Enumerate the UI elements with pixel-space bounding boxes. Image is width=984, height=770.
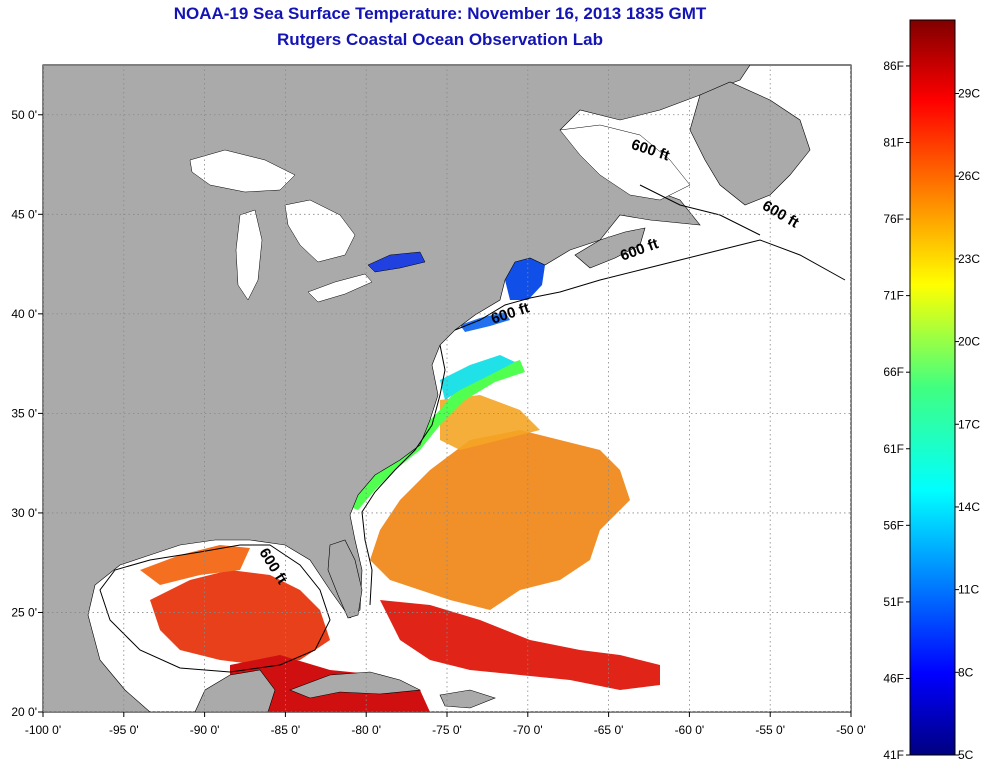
land-florida-peninsula bbox=[327, 539, 363, 619]
lon-tick-label: -95 0' bbox=[109, 723, 139, 737]
lake-huron bbox=[284, 199, 356, 263]
isobath-600ft bbox=[99, 184, 846, 673]
lat-tick-label: 40 0' bbox=[11, 307, 37, 321]
map-title: NOAA-19 Sea Surface Temperature: Novembe… bbox=[173, 4, 707, 23]
lon-tick-label: -60 0' bbox=[675, 723, 705, 737]
lat-tick-label: 35 0' bbox=[11, 406, 37, 420]
land-hispaniola bbox=[439, 689, 496, 709]
colorbar-f-label: 86F bbox=[883, 59, 904, 73]
land-cuba bbox=[289, 671, 422, 699]
lat-tick-label: 20 0' bbox=[11, 705, 37, 719]
sst-shelf-blue bbox=[460, 312, 510, 332]
lon-tick-label: -55 0' bbox=[755, 723, 785, 737]
sst-south-atlantic bbox=[380, 600, 660, 690]
lon-tick-label: -100 0' bbox=[25, 723, 61, 737]
lon-tick-label: -80 0' bbox=[351, 723, 381, 737]
lon-tick-label: -70 0' bbox=[513, 723, 543, 737]
sst-gulf-of-maine bbox=[505, 258, 545, 300]
sst-warm-offshore-2 bbox=[440, 395, 540, 450]
colorbar-c-label: 11C bbox=[958, 583, 979, 597]
sst-gulf-north bbox=[140, 545, 250, 585]
colorbar-f-label: 56F bbox=[883, 518, 904, 532]
lake-ontario bbox=[367, 251, 426, 273]
colorbar-c-label: 8C bbox=[958, 665, 974, 679]
colorbar-f-label: 46F bbox=[883, 671, 904, 685]
colorbar-c-label: 26C bbox=[958, 169, 980, 183]
sst-shelf-cyan bbox=[440, 355, 515, 400]
colorbar-c-label: 5C bbox=[958, 748, 974, 762]
lake-michigan bbox=[235, 209, 263, 301]
lake-superior bbox=[189, 149, 296, 193]
lat-tick-label: 45 0' bbox=[11, 207, 37, 221]
lat-tick-label: 25 0' bbox=[11, 605, 37, 619]
colorbar-f-label: 71F bbox=[883, 289, 904, 303]
lat-tick-label: 30 0' bbox=[11, 506, 37, 520]
colorbar-f-label: 76F bbox=[883, 212, 904, 226]
lon-tick-label: -65 0' bbox=[594, 723, 624, 737]
colorbar-f-label: 81F bbox=[883, 136, 904, 150]
colorbar-f-label: 61F bbox=[883, 442, 904, 456]
land-nova-scotia bbox=[574, 227, 646, 269]
colorbar-c-label: 14C bbox=[958, 500, 980, 514]
lon-tick-label: -90 0' bbox=[190, 723, 220, 737]
map-subtitle: Rutgers Coastal Ocean Observation Lab bbox=[277, 30, 603, 49]
gulf-st-lawrence bbox=[559, 124, 691, 201]
colorbar-f-label: 51F bbox=[883, 595, 904, 609]
colorbar-c-label: 29C bbox=[958, 87, 980, 101]
lon-tick-label: -75 0' bbox=[432, 723, 462, 737]
sst-coastal-cool bbox=[345, 360, 525, 510]
lat-tick-label: 50 0' bbox=[11, 108, 37, 122]
colorbar-c-label: 17C bbox=[958, 417, 980, 431]
lon-tick-label: -85 0' bbox=[271, 723, 301, 737]
colorbar-f-label: 66F bbox=[883, 365, 904, 379]
colorbar bbox=[909, 19, 956, 756]
lake-erie bbox=[307, 273, 373, 303]
colorbar-f-label: 41F bbox=[883, 748, 904, 762]
land-yucatan bbox=[194, 669, 276, 712]
colorbar-c-label: 20C bbox=[958, 335, 980, 349]
colorbar-c-label: 23C bbox=[958, 252, 980, 266]
land-newfoundland bbox=[689, 81, 811, 206]
sst-warm-offshore bbox=[370, 430, 630, 610]
lon-tick-label: -50 0' bbox=[836, 723, 866, 737]
